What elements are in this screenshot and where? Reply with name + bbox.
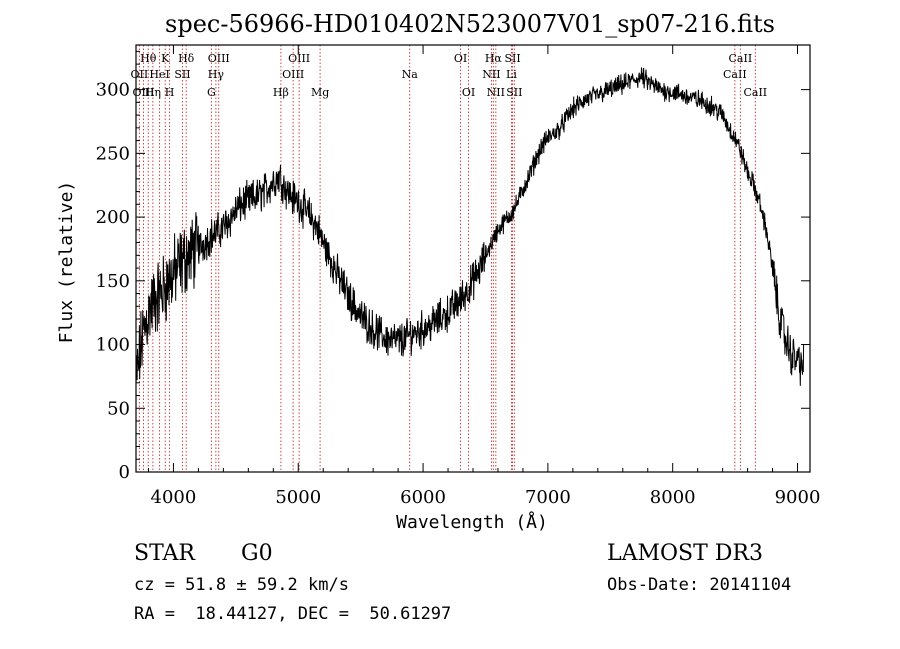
y-tick-label: 50 xyxy=(107,398,130,419)
object-class: STAR xyxy=(134,541,196,566)
survey-name: LAMOST DR3 xyxy=(607,541,763,566)
y-tick-label: 300 xyxy=(96,80,130,101)
x-tick-label: 8000 xyxy=(650,487,696,508)
line-marker-label: SII xyxy=(506,86,522,99)
observation-date: Obs-Date: 20141104 xyxy=(607,575,791,595)
line-marker-label: Hδ xyxy=(178,52,195,65)
x-tick-label: 9000 xyxy=(775,487,821,508)
spectrum-line xyxy=(135,67,805,386)
line-marker-label: H xyxy=(165,86,175,99)
line-marker-label: Mg xyxy=(311,86,329,99)
y-axis-ticks: 0 50 100 150 200 250 300 xyxy=(96,50,810,483)
line-marker-label: Hη xyxy=(145,86,161,99)
line-marker-label: OI xyxy=(462,86,475,99)
y-tick-label: 200 xyxy=(96,207,130,228)
redshift-cz: cz = 51.8 ± 59.2 km/s xyxy=(134,575,349,595)
x-tick-label: 5000 xyxy=(275,487,321,508)
x-axis-label: Wavelength (Å) xyxy=(396,511,548,533)
line-marker-label: SII xyxy=(174,68,190,81)
x-axis-ticks: 4000 5000 6000 7000 8000 9000 xyxy=(147,45,821,508)
y-tick-label: 0 xyxy=(119,462,130,483)
line-marker-label: OIII xyxy=(288,52,310,65)
x-tick-label: 7000 xyxy=(525,487,571,508)
line-marker-label: Na xyxy=(402,68,419,81)
x-tick-label: 6000 xyxy=(400,487,446,508)
y-tick-label: 150 xyxy=(96,271,130,292)
line-marker-label: Hγ xyxy=(208,68,225,81)
line-marker-label: CaII xyxy=(729,52,753,65)
spectrum-series xyxy=(135,67,805,386)
line-marker-label: OI xyxy=(454,52,467,65)
ra-dec-coordinates: RA = 18.44127, DEC = 50.61297 xyxy=(134,604,451,624)
object-subclass: G0 xyxy=(241,541,273,566)
line-marker-label: K xyxy=(161,52,170,65)
line-marker-label: Hα xyxy=(485,52,503,65)
line-marker-label: CaII xyxy=(743,86,767,99)
line-marker-label: Hβ xyxy=(273,86,289,99)
line-marker-label: NII xyxy=(482,68,500,81)
y-tick-label: 250 xyxy=(96,143,130,164)
line-marker-label: G xyxy=(207,86,216,99)
line-marker-label: Li xyxy=(506,68,517,81)
y-tick-label: 100 xyxy=(96,335,130,356)
x-tick-label: 4000 xyxy=(151,487,197,508)
line-marker-label: OIII xyxy=(282,68,304,81)
line-marker-label: SII xyxy=(504,52,520,65)
line-marker-label: OII xyxy=(131,68,149,81)
line-marker-label: NII xyxy=(487,86,505,99)
line-marker-label: CaII xyxy=(723,68,747,81)
line-markers xyxy=(138,45,756,472)
line-marker-label: Hθ xyxy=(140,52,157,65)
line-marker-label: HeI xyxy=(149,68,169,81)
chart-title: spec-56966-HD010402N523007V01_sp07-216.f… xyxy=(165,10,775,38)
line-marker-label: OIII xyxy=(208,52,230,65)
y-axis-label: Flux (relative) xyxy=(56,181,77,344)
